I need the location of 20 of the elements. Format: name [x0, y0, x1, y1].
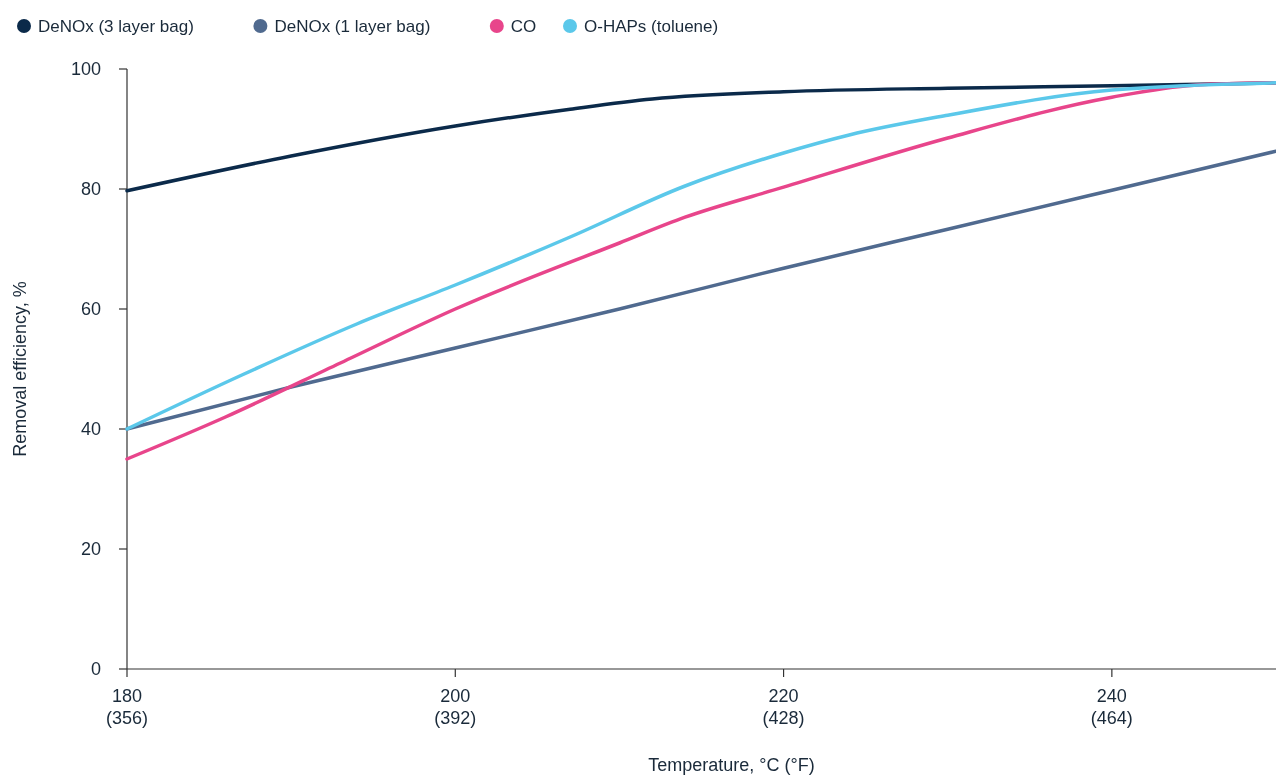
- y-tick-label: 20: [80, 539, 101, 559]
- x2-tick-label: (428): [762, 708, 805, 728]
- y-tick-label: 80: [80, 179, 101, 199]
- x-axis-title: Temperature, °C (°F): [648, 755, 815, 775]
- legend-label: DeNOx (3 layer bag): [38, 17, 194, 36]
- y-tick-label: 60: [80, 299, 101, 319]
- y-tick-label: 100: [70, 59, 101, 79]
- legend-label: O-HAPs (toluene): [584, 17, 719, 36]
- x-tick-label: 240: [1096, 686, 1127, 706]
- y-tick-label: 0: [90, 659, 101, 679]
- legend-label: DeNOx (1 layer bag): [274, 17, 431, 36]
- y-tick-label: 40: [80, 419, 101, 439]
- x-tick-label: 220: [768, 686, 799, 706]
- y-axis-title: Removal efficiency, %: [10, 281, 30, 457]
- x-tick-label: 180: [111, 686, 143, 706]
- legend-label: CO: [510, 17, 537, 36]
- x-tick-label: 200: [440, 686, 471, 706]
- x2-tick-label: (392): [434, 708, 477, 728]
- x2-tick-label: (464): [1090, 708, 1133, 728]
- x2-tick-label: (356): [105, 708, 149, 728]
